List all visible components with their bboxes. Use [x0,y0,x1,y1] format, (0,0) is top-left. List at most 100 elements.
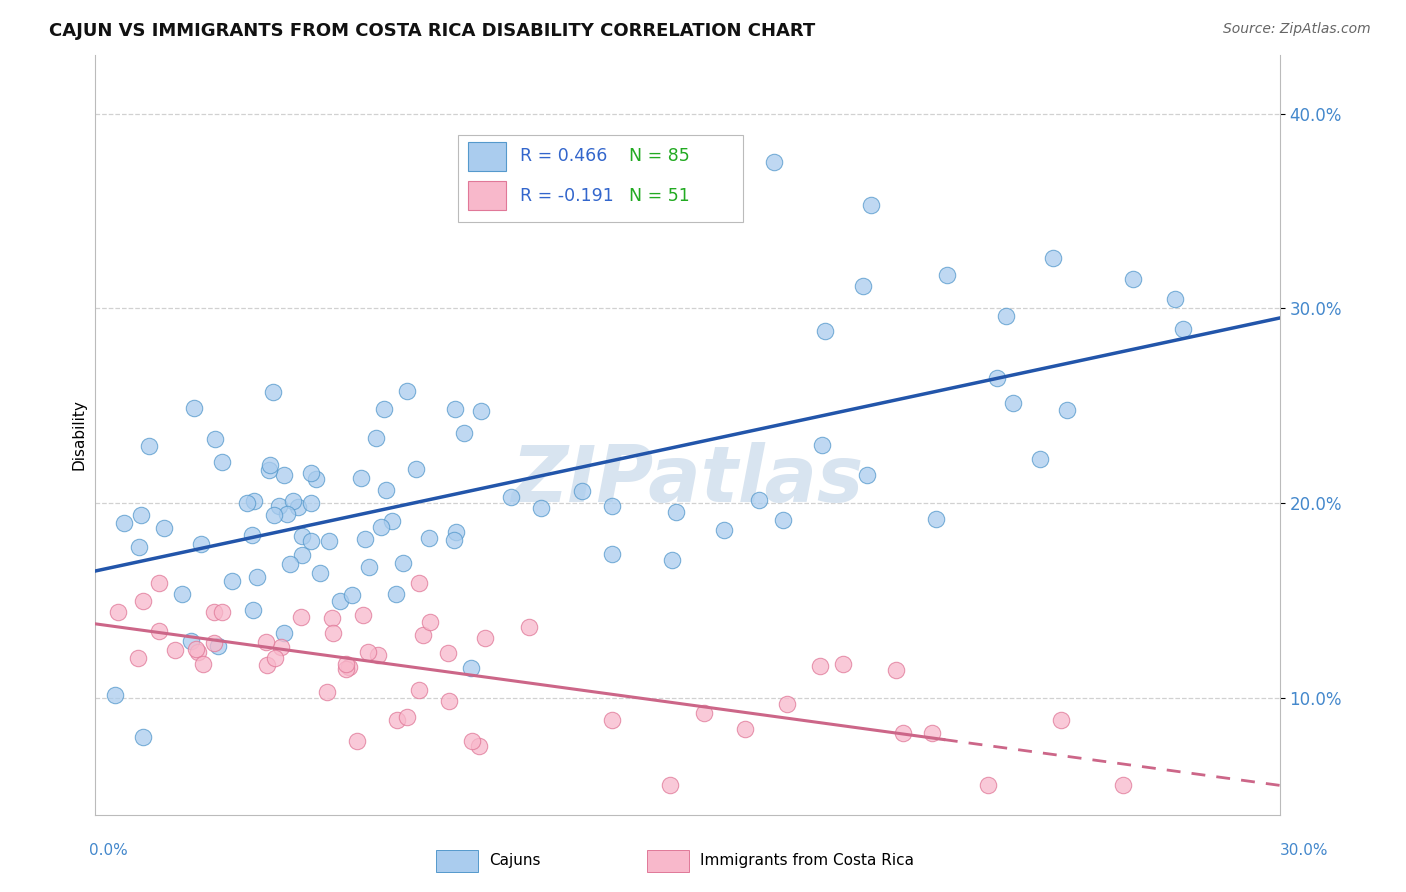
Point [772,513,794,527]
Point [183,401,205,415]
Point [776,698,799,712]
Point [1164,292,1187,306]
Point [259,463,281,477]
Point [299,467,322,481]
Point [713,523,735,537]
Point [852,279,875,293]
Point [461,733,484,747]
Point [346,734,368,748]
Point [474,631,496,645]
Point [734,723,756,737]
Point [499,490,522,504]
Point [131,508,153,522]
Point [665,505,688,519]
Point [600,499,623,513]
Point [305,472,328,486]
Point [374,483,396,497]
Point [986,371,1008,385]
Point [104,688,127,702]
Point [370,520,392,534]
Point [1049,713,1071,727]
Point [1056,403,1078,417]
Point [405,462,427,476]
Text: Cajuns: Cajuns [489,854,541,868]
Text: ZIPatlas: ZIPatlas [510,442,863,518]
Point [107,605,129,619]
Point [180,633,202,648]
Point [335,657,357,672]
Point [128,540,150,554]
Point [1111,778,1133,792]
Point [600,713,623,727]
Point [811,438,834,452]
Point [814,324,837,338]
Point [273,626,295,640]
Text: CAJUN VS IMMIGRANTS FROM COSTA RICA DISABILITY CORRELATION CHART: CAJUN VS IMMIGRANTS FROM COSTA RICA DISA… [49,22,815,40]
Point [267,499,290,513]
Point [408,682,430,697]
Point [517,620,540,634]
Point [856,468,879,483]
Point [359,560,381,574]
Point [190,537,212,551]
Text: Immigrants from Costa Rica: Immigrants from Costa Rica [700,854,914,868]
Point [935,268,957,282]
Text: Source: ZipAtlas.com: Source: ZipAtlas.com [1223,22,1371,37]
Point [995,309,1018,323]
Point [356,645,378,659]
Point [350,471,373,485]
Point [1002,396,1025,410]
Point [443,533,465,547]
Point [352,607,374,622]
Point [322,626,344,640]
Point [278,557,301,571]
Point [291,528,314,542]
Text: N = 85: N = 85 [628,147,690,165]
Point [977,778,1000,792]
Point [808,658,831,673]
Point [262,384,284,399]
Point [859,197,882,211]
Point [138,439,160,453]
Point [211,454,233,468]
Point [204,635,226,649]
Text: R = -0.191: R = -0.191 [520,186,614,204]
Point [1122,272,1144,286]
Point [1029,451,1052,466]
Point [290,610,312,624]
Point [748,493,770,508]
Y-axis label: Disability: Disability [72,400,86,470]
Point [342,588,364,602]
Point [832,657,855,671]
Point [236,496,259,510]
Point [437,646,460,660]
Point [530,501,553,516]
Point [419,615,441,629]
Point [191,657,214,671]
Point [263,508,285,522]
Point [321,611,343,625]
Point [925,512,948,526]
Point [600,547,623,561]
Point [254,635,277,649]
Point [385,714,408,728]
Point [337,660,360,674]
Point [659,778,682,792]
Point [273,467,295,482]
Point [243,494,266,508]
Point [187,645,209,659]
FancyBboxPatch shape [468,142,506,170]
Point [270,640,292,655]
Point [283,493,305,508]
Point [211,605,233,619]
Point [1042,251,1064,265]
Point [318,533,340,548]
Point [693,706,716,721]
Text: 30.0%: 30.0% [1281,843,1329,857]
Point [186,641,208,656]
Point [242,603,264,617]
Point [202,605,225,619]
Point [468,739,491,754]
Point [437,694,460,708]
Point [884,663,907,677]
